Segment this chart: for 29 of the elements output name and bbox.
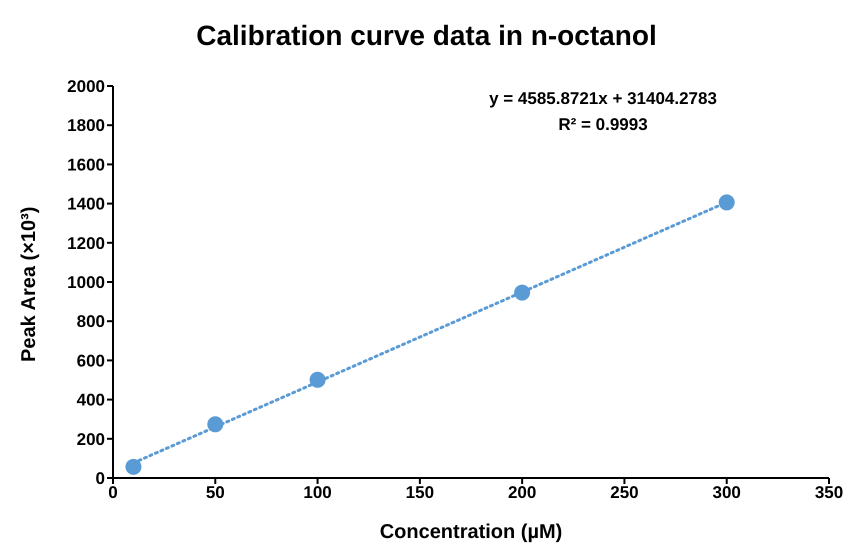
y-axis-title: Peak Area (×10³) [18, 206, 40, 362]
x-tick-label: 300 [712, 483, 741, 502]
y-tick-label: 600 [76, 351, 105, 370]
y-tick-label: 1800 [67, 116, 105, 136]
point [207, 416, 224, 432]
y-tick-label: 800 [76, 312, 105, 332]
x-axis-title: Concentration (µM) [380, 521, 562, 543]
y-tick-label: 1000 [67, 273, 105, 292]
y-tick-label: 2000 [67, 77, 105, 96]
point [125, 458, 142, 475]
x-tick-label: 150 [406, 483, 434, 502]
annotation: R² = 0.9993 [557, 114, 649, 136]
y-tick-label: 200 [76, 430, 105, 449]
y-tick-label: 1400 [67, 194, 105, 214]
y-tick-label: 0 [96, 469, 105, 488]
y-tick-label: 1200 [67, 234, 105, 253]
x-tick-label: 0 [108, 483, 118, 502]
y-tick-label: 400 [76, 390, 105, 410]
chart-title: Calibration curve data in n-octanol [195, 20, 658, 52]
x-tick-label: 350 [814, 483, 844, 502]
point [514, 284, 530, 301]
y-tick-label: 1600 [67, 155, 105, 174]
annotation: y = 4585.8721x + 31404.2783 [488, 88, 718, 110]
x-tick-label: 50 [206, 483, 225, 502]
x-tick-label: 100 [303, 483, 332, 502]
point [718, 194, 735, 210]
x-tick-label: 250 [610, 483, 639, 502]
point [310, 372, 326, 388]
x-tick-label: 200 [508, 483, 536, 502]
